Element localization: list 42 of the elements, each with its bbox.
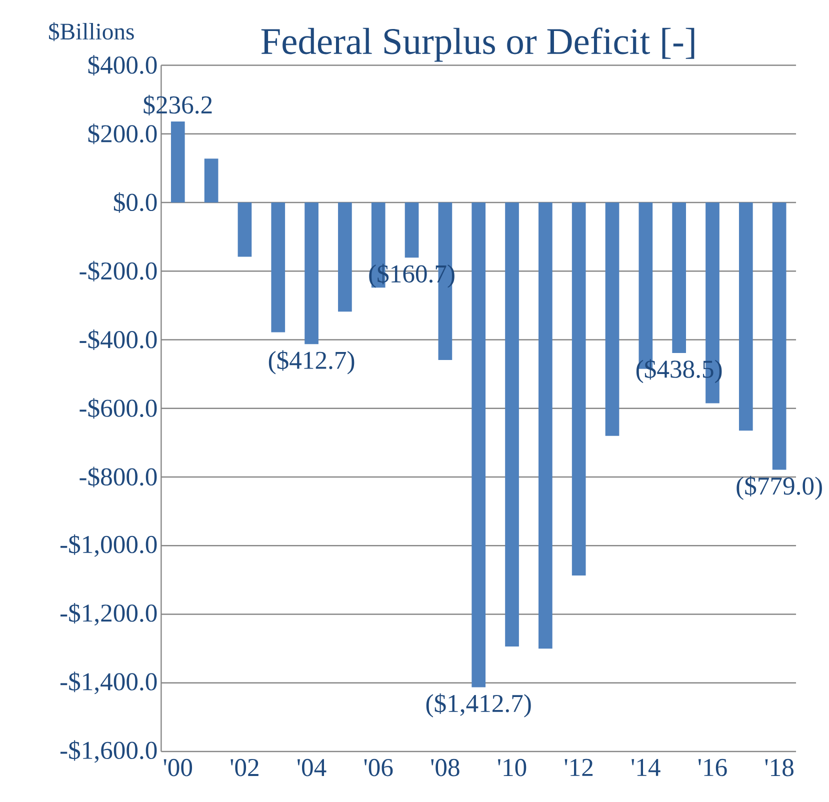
x-tick-label: '02 xyxy=(230,758,258,776)
x-tick-label: '16 xyxy=(698,758,727,776)
data-label: $236.2 xyxy=(144,94,212,116)
y-tick-label: -$1,400.0 xyxy=(60,672,157,694)
bar xyxy=(404,202,419,258)
y-tick-label: $200.0 xyxy=(88,124,157,144)
bar xyxy=(672,202,686,353)
bar xyxy=(170,121,185,203)
bar xyxy=(605,202,620,436)
x-tick-label: '06 xyxy=(364,758,393,776)
bar xyxy=(472,202,486,688)
data-label: ($1,412.7) xyxy=(426,693,531,718)
y-tick-label: -$200.0 xyxy=(80,260,157,282)
bar xyxy=(772,202,786,470)
x-tick-label: '08 xyxy=(431,758,460,776)
data-label: ($412.7) xyxy=(268,350,354,374)
bar xyxy=(572,202,586,576)
data-label: ($779.0) xyxy=(736,476,822,500)
bar xyxy=(505,202,519,647)
y-tick-label: -$400.0 xyxy=(80,330,157,350)
y-axis-title: $Billions xyxy=(49,22,134,42)
x-tick-label: '14 xyxy=(632,758,660,776)
x-tick-label: '04 xyxy=(298,758,326,776)
chart-title: Federal Surplus or Deficit [-] xyxy=(261,27,694,62)
x-tick-label: '10 xyxy=(498,758,526,776)
x-tick-label: '00 xyxy=(164,758,192,776)
bar xyxy=(338,202,352,312)
y-tick-label: -$1,000.0 xyxy=(60,534,157,557)
bar xyxy=(238,202,252,257)
x-tick-label: '12 xyxy=(564,758,593,776)
bar xyxy=(538,202,552,649)
y-tick-label: -$1,600.0 xyxy=(60,740,157,763)
y-tick-label: $400.0 xyxy=(88,55,157,76)
y-tick-label: -$1,200.0 xyxy=(60,603,157,626)
bar xyxy=(738,202,753,431)
bar xyxy=(271,202,286,332)
y-tick-label: -$600.0 xyxy=(80,398,157,419)
y-tick-label: -$800.0 xyxy=(80,466,157,488)
bar xyxy=(204,158,218,203)
x-tick-label: '18 xyxy=(765,758,794,776)
bar xyxy=(304,202,318,344)
y-tick-label: $0.0 xyxy=(114,192,157,213)
